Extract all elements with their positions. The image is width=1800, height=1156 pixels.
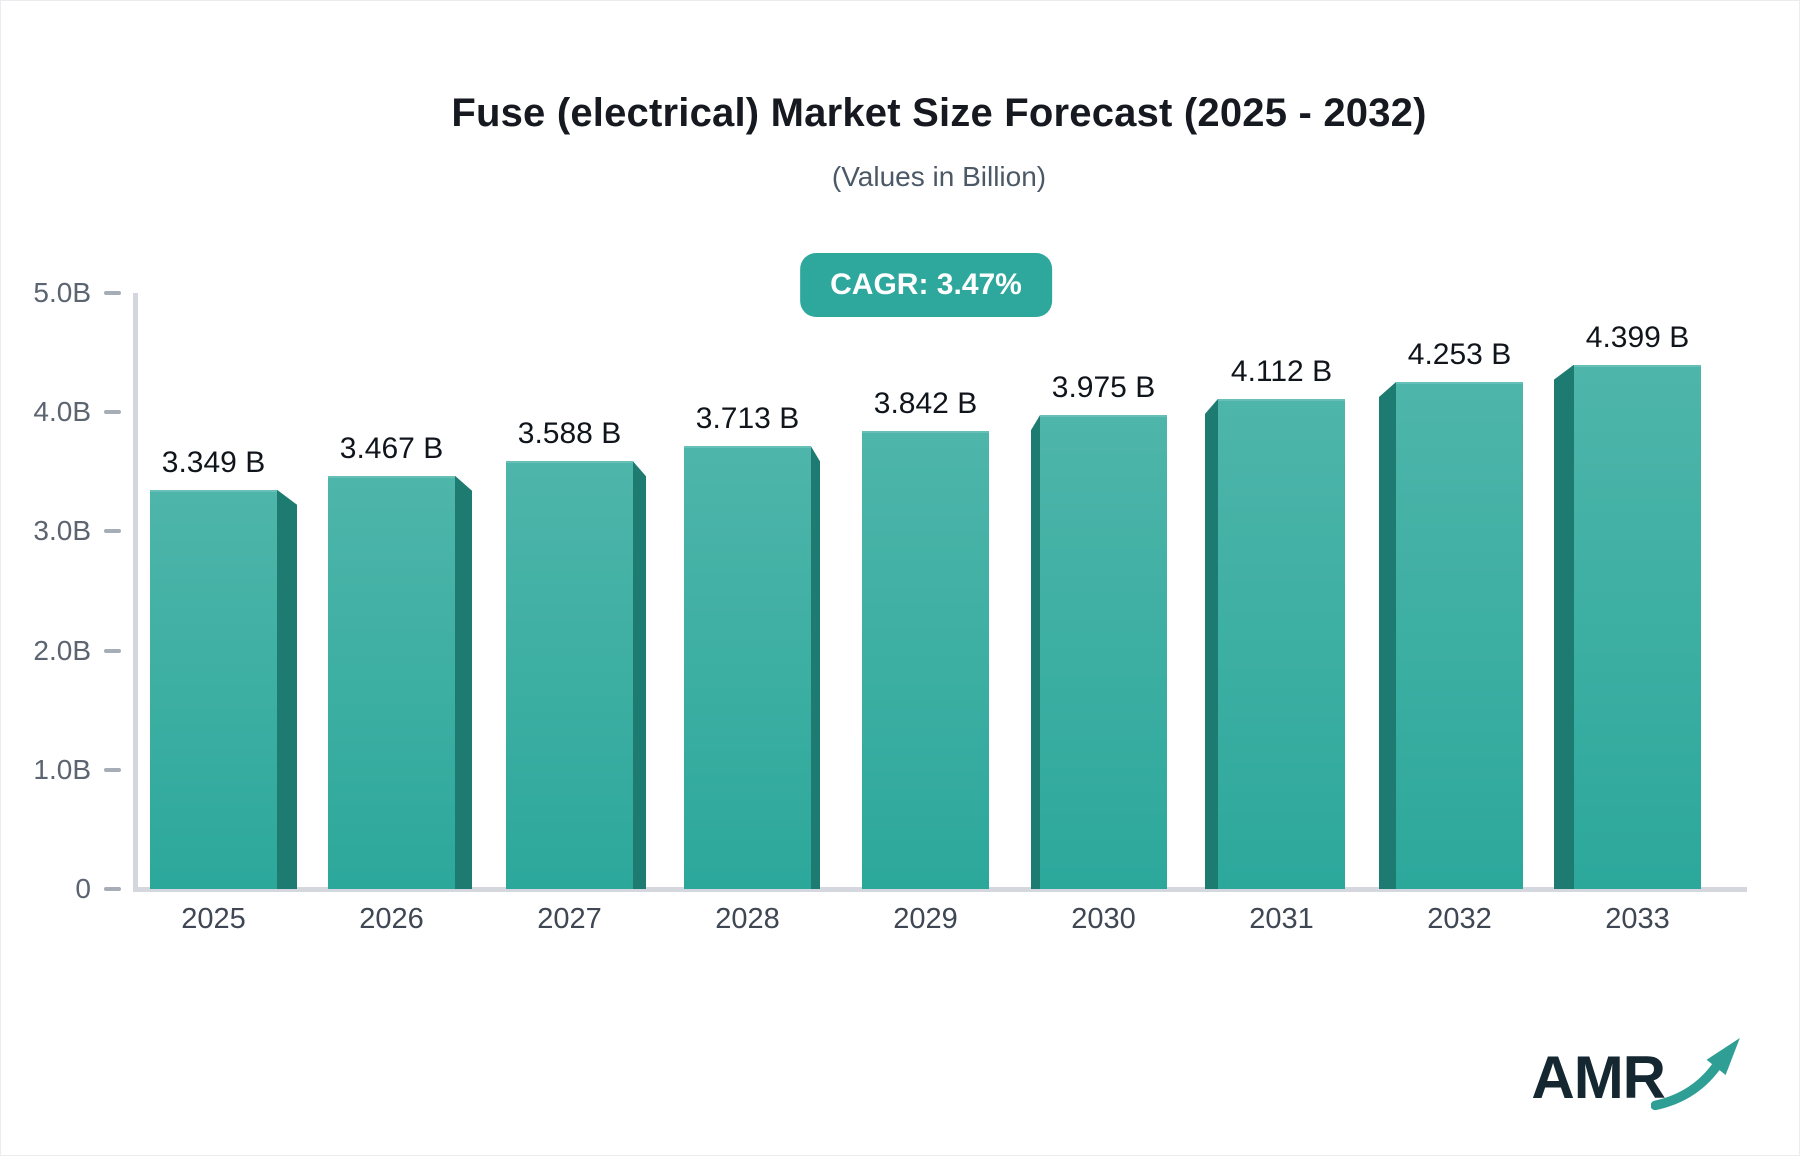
x-axis-line xyxy=(133,887,1747,892)
chart-subtitle: (Values in Billion) xyxy=(831,161,1047,192)
bar xyxy=(862,431,989,889)
bar-value-label: 3.842 B xyxy=(873,387,978,421)
bar-side-shadow xyxy=(1031,415,1040,889)
bar xyxy=(1396,382,1523,889)
x-axis-tick-label: 2032 xyxy=(1427,903,1492,935)
y-axis-tick-mark xyxy=(104,887,121,891)
y-axis-tick-label: 1.0B xyxy=(33,753,91,785)
bar-value-label: 3.588 B xyxy=(517,417,622,451)
bar-value-label: 4.399 B xyxy=(1585,320,1690,354)
bar xyxy=(1574,364,1701,889)
y-axis-tick-label: 2.0B xyxy=(33,634,91,666)
bar xyxy=(684,446,811,889)
cagr-badge: CAGR: 3.47% xyxy=(800,253,1052,317)
bar xyxy=(328,475,455,889)
bar-side-shadow xyxy=(1379,382,1396,889)
bar xyxy=(1040,415,1167,889)
bar-value-label: 3.467 B xyxy=(339,431,444,465)
x-axis-tick-label: 2025 xyxy=(181,903,246,935)
bar-value-label: 3.713 B xyxy=(695,402,800,436)
bar xyxy=(1218,398,1345,889)
y-axis-tick-mark xyxy=(104,291,121,295)
x-axis-tick-label: 2031 xyxy=(1249,903,1314,935)
y-axis-tick-label: 3.0B xyxy=(33,515,91,547)
x-axis-tick-label: 2027 xyxy=(537,903,602,935)
bar-side-shadow xyxy=(1554,364,1574,889)
y-axis-tick-mark xyxy=(104,529,121,534)
amr-logo: AMR xyxy=(1531,1037,1747,1113)
y-axis-line xyxy=(133,293,138,889)
bar-value-label: 4.112 B xyxy=(1230,354,1333,388)
bar-value-label: 4.253 B xyxy=(1407,338,1512,372)
bar-value-label: 3.975 B xyxy=(1051,371,1156,405)
bar-side-shadow xyxy=(1205,398,1218,889)
x-axis-tick-label: 2029 xyxy=(893,903,958,935)
x-axis-tick-label: 2028 xyxy=(715,903,780,935)
y-axis-tick-label: 5.0B xyxy=(33,277,91,308)
bar-side-shadow xyxy=(277,489,297,889)
bar xyxy=(506,461,633,889)
y-axis-tick-mark xyxy=(104,767,121,772)
x-axis-tick-label: 2026 xyxy=(359,903,424,935)
y-axis-tick-label: 0 xyxy=(75,873,91,904)
y-axis-tick-mark xyxy=(104,648,121,653)
y-axis-tick-label: 4.0B xyxy=(33,396,91,428)
x-axis-tick-label: 2033 xyxy=(1605,903,1670,935)
growth-arrow-icon xyxy=(1651,1037,1740,1111)
chart-title: Fuse (electrical) Market Size Forecast (… xyxy=(451,91,1427,135)
amr-logo-text: AMR xyxy=(1531,1044,1666,1111)
bar-side-shadow xyxy=(633,461,646,889)
bar xyxy=(150,489,277,889)
y-axis-tick-mark xyxy=(104,410,121,415)
bar-value-label: 3.349 B xyxy=(161,445,266,479)
bar-side-shadow xyxy=(811,446,820,889)
x-axis-tick-label: 2030 xyxy=(1071,903,1136,935)
bar-side-shadow xyxy=(455,475,472,889)
